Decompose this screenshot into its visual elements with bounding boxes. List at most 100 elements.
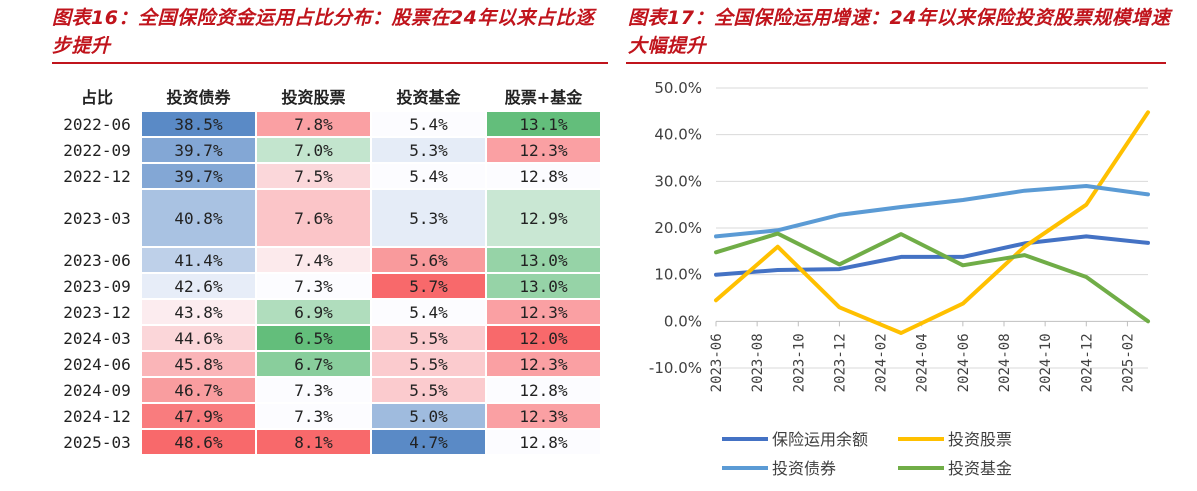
cell-fund: 5.5%: [372, 326, 485, 350]
cell-stock-plus-fund: 12.8%: [487, 430, 600, 454]
table-row: 2023-12 43.8% 6.9% 5.4% 12.3%: [54, 300, 600, 324]
table-row: 2024-12 47.9% 7.3% 5.0% 12.3%: [54, 404, 600, 428]
table-row: 2022-06 38.5% 7.8% 5.4% 13.1%: [54, 112, 600, 136]
cell-date: 2024-09: [54, 378, 140, 402]
y-tick-label: 40.0%: [654, 126, 702, 144]
cell-date: 2024-12: [54, 404, 140, 428]
table-row: 2024-09 46.7% 7.3% 5.5% 12.8%: [54, 378, 600, 402]
x-tick-label: 2023-12: [832, 333, 848, 392]
legend-label: 保险运用余额: [772, 430, 868, 449]
cell-stock: 7.8%: [257, 112, 370, 136]
y-tick-label: 50.0%: [654, 79, 702, 97]
cell-date: 2025-03: [54, 430, 140, 454]
cell-bond: 38.5%: [142, 112, 255, 136]
cell-fund: 5.7%: [372, 274, 485, 298]
allocation-heatmap-table: 占比 投资债券 投资股票 投资基金 股票+基金 2022-06 38.5% 7.8%…: [52, 80, 602, 456]
x-tick-label: 2025-02: [1120, 333, 1136, 392]
y-tick-label: -10.0%: [649, 359, 702, 377]
table-body: 2022-06 38.5% 7.8% 5.4% 13.1% 2022-09 39.7% 7.0…: [54, 112, 600, 454]
cell-stock: 7.3%: [257, 378, 370, 402]
y-axis-ticks: 50.0% 40.0% 30.0% 20.0% 10.0% 0.0% -10.0%: [649, 79, 702, 377]
cell-stock-plus-fund: 12.9%: [487, 190, 600, 246]
x-tick-label: 2024-12: [1079, 333, 1095, 392]
x-tick-label: 2024-10: [1038, 333, 1054, 392]
x-tick-label: 2024-06: [956, 333, 972, 392]
cell-stock-plus-fund: 12.3%: [487, 300, 600, 324]
cell-date: 2022-06: [54, 112, 140, 136]
x-tick-label: 2024-02: [874, 333, 890, 392]
header-stock-plus-fund: 股票+基金: [487, 82, 600, 110]
cell-fund: 5.4%: [372, 300, 485, 324]
table-row: 2022-12 39.7% 7.5% 5.4% 12.8%: [54, 164, 600, 188]
cell-fund: 5.5%: [372, 378, 485, 402]
series-line: [714, 234, 1150, 277]
cell-stock: 7.3%: [257, 274, 370, 298]
growth-line-chart: 50.0% 40.0% 30.0% 20.0% 10.0% 0.0% -10.0% 2023…: [649, 79, 1150, 478]
figure-16-title: 图表16：全国保险资金运用占比分布：股票在24年以来占比逐步提升: [52, 7, 595, 57]
cell-stock: 8.1%: [257, 430, 370, 454]
cell-stock-plus-fund: 12.0%: [487, 326, 600, 350]
cell-bond: 41.4%: [142, 248, 255, 272]
cell-bond: 40.8%: [142, 190, 255, 246]
x-axis-ticks: 2023-06 2023-08 2023-10 2023-12 2024-02 2024-…: [709, 321, 1136, 392]
cell-fund: 5.5%: [372, 352, 485, 376]
y-tick-label: 30.0%: [654, 172, 702, 190]
series-line: [714, 110, 1150, 335]
cell-bond: 42.6%: [142, 274, 255, 298]
header-bond: 投资债券: [142, 82, 255, 110]
cell-stock: 6.7%: [257, 352, 370, 376]
figure-17-title: 图表17：全国保险运用增速：24年以来保险投资股票规模增速大幅提升: [628, 7, 1171, 57]
x-tick-label: 2023-10: [791, 333, 807, 392]
cell-date: 2024-06: [54, 352, 140, 376]
table-row: 2023-03 40.8% 7.6% 5.3% 12.9%: [54, 190, 600, 246]
cell-bond: 48.6%: [142, 430, 255, 454]
cell-stock: 7.6%: [257, 190, 370, 246]
x-tick-label: 2024-04: [915, 333, 931, 392]
cell-date: 2024-03: [54, 326, 140, 350]
cell-stock-plus-fund: 13.1%: [487, 112, 600, 136]
cell-stock: 6.5%: [257, 326, 370, 350]
x-tick-label: 2023-08: [750, 333, 766, 392]
cell-date: 2023-06: [54, 248, 140, 272]
cell-fund: 5.6%: [372, 248, 485, 272]
series-line: [714, 231, 1150, 324]
cell-stock-plus-fund: 12.8%: [487, 164, 600, 188]
legend-label: 投资债券: [772, 459, 836, 478]
cell-fund: 5.3%: [372, 138, 485, 162]
cell-stock-plus-fund: 12.3%: [487, 138, 600, 162]
figure-17-rule: [626, 62, 1166, 64]
table-row: 2024-06 45.8% 6.7% 5.5% 12.3%: [54, 352, 600, 376]
cell-bond: 44.6%: [142, 326, 255, 350]
cell-stock-plus-fund: 12.3%: [487, 404, 600, 428]
x-tick-label: 2024-08: [997, 333, 1013, 392]
cell-stock-plus-fund: 12.8%: [487, 378, 600, 402]
chart-series: [714, 110, 1150, 335]
cell-stock-plus-fund: 13.0%: [487, 248, 600, 272]
table-header-row: 占比 投资债券 投资股票 投资基金 股票+基金: [54, 82, 600, 110]
header-fund: 投资基金: [372, 82, 485, 110]
table-row: 2024-03 44.6% 6.5% 5.5% 12.0%: [54, 326, 600, 350]
y-tick-label: 0.0%: [664, 312, 702, 330]
cell-date: 2022-09: [54, 138, 140, 162]
cell-bond: 47.9%: [142, 404, 255, 428]
series-line: [714, 184, 1150, 239]
cell-stock-plus-fund: 13.0%: [487, 274, 600, 298]
cell-bond: 45.8%: [142, 352, 255, 376]
cell-bond: 39.7%: [142, 164, 255, 188]
cell-date: 2023-09: [54, 274, 140, 298]
cell-stock-plus-fund: 12.3%: [487, 352, 600, 376]
header-stock: 投资股票: [257, 82, 370, 110]
header-date: 占比: [54, 82, 140, 110]
cell-stock: 7.4%: [257, 248, 370, 272]
cell-bond: 46.7%: [142, 378, 255, 402]
y-tick-label: 20.0%: [654, 219, 702, 237]
cell-bond: 43.8%: [142, 300, 255, 324]
cell-date: 2023-03: [54, 190, 140, 246]
x-tick-label: 2023-06: [709, 333, 725, 392]
legend-label: 投资基金: [948, 459, 1012, 478]
table-row: 2023-06 41.4% 7.4% 5.6% 13.0%: [54, 248, 600, 272]
cell-fund: 4.7%: [372, 430, 485, 454]
cell-fund: 5.0%: [372, 404, 485, 428]
table-row: 2022-09 39.7% 7.0% 5.3% 12.3%: [54, 138, 600, 162]
